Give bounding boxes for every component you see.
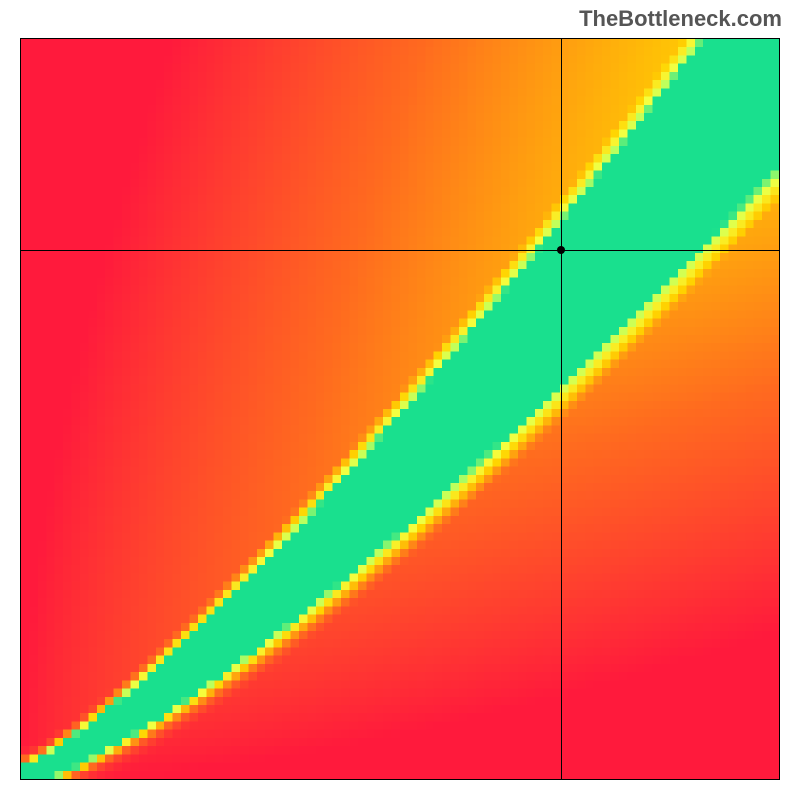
heatmap-canvas: [21, 39, 779, 779]
crosshair-vertical: [561, 39, 562, 779]
bottleneck-heatmap: [20, 38, 780, 780]
attribution-text: TheBottleneck.com: [579, 6, 782, 32]
crosshair-horizontal: [21, 250, 779, 251]
crosshair-dot: [557, 246, 565, 254]
